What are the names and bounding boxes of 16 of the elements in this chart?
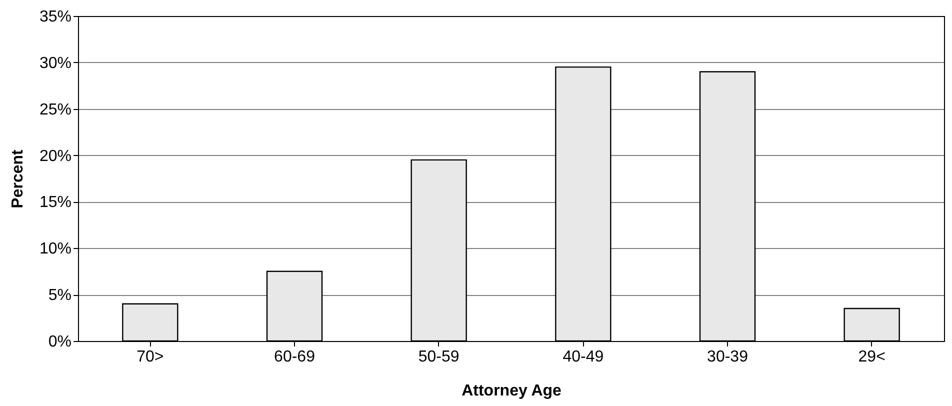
y-tick-label: 35%	[39, 8, 72, 26]
y-tick-label: 0%	[48, 334, 72, 350]
y-tick-label: 5%	[48, 287, 72, 304]
x-tick-label: 50-59	[418, 348, 460, 366]
x-tick-label: 40-49	[562, 348, 604, 366]
x-tick-label: 30-39	[707, 348, 748, 366]
x-tick-label: 70>	[136, 348, 164, 366]
y-tick-label: 25%	[39, 101, 72, 118]
x-tick-label: 60-69	[274, 348, 316, 366]
x-axis-title: Attorney Age	[462, 382, 562, 400]
y-axis-title: Percent	[9, 148, 26, 208]
x-tick-label: 29<	[858, 348, 886, 366]
y-tick-label: 15%	[39, 194, 72, 212]
y-tick-label: 10%	[39, 240, 72, 258]
y-tick-label: 30%	[39, 54, 72, 72]
y-tick-label: 20%	[39, 148, 72, 165]
